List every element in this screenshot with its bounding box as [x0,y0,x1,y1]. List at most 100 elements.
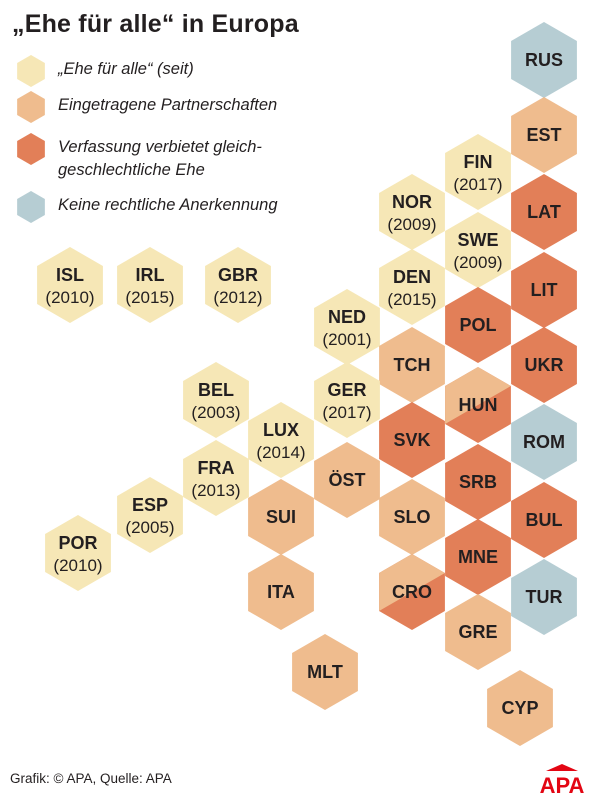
hex-shape [45,515,111,591]
country-code: CRO [392,582,432,602]
country-code: SLO [393,507,430,527]
legend-hex [17,55,45,87]
country-hex-fin: FIN (2017) [445,134,511,210]
country-code: HUN [459,395,498,415]
country-year: (2010) [53,556,102,575]
legend-label-line: „Ehe für alle“ (seit) [58,60,194,78]
country-code: RUS [525,50,563,70]
legend-swatch-partnership [17,91,45,123]
country-hex-mlt: MLT [292,634,358,710]
legend-label-line: Keine rechtliche Anerkennung [58,196,278,214]
legend-hex [17,91,45,123]
legend-swatch-ban [17,133,45,165]
country-hex-rom: ROM [511,404,577,480]
country-year: (2017) [322,403,371,422]
country-hex-nor: NOR (2009) [379,174,445,250]
apa-logo-roof [546,764,578,771]
hex-shape [205,247,271,323]
country-code: LIT [531,280,558,300]
country-year: (2013) [191,481,240,500]
country-code: IRL [136,265,165,285]
country-code: MLT [307,662,343,682]
hex-shape [37,247,103,323]
country-year: (2015) [387,290,436,309]
country-hex-irl: IRL (2015) [117,247,183,323]
country-code: POL [459,315,496,335]
country-hex-est: EST [511,97,577,173]
hex-shape [248,479,314,555]
country-hex-öst: ÖST [314,442,380,518]
country-code: EST [526,125,561,145]
hex-shape [379,249,445,325]
country-code: LAT [527,202,561,222]
country-hex-lat: LAT [511,174,577,250]
hex-shape [511,22,577,98]
country-code: FRA [198,458,235,478]
hex-shape [292,634,358,710]
country-code: LUX [263,420,299,440]
hex-shape [511,174,577,250]
hex-shape [445,287,511,363]
country-hex-pol: POL [445,287,511,363]
country-hex-bel: BEL (2003) [183,362,249,438]
country-hex-sui: SUI [248,479,314,555]
legend-label-line: Verfassung verbietet gleich- [58,138,262,156]
hex-shape [511,559,577,635]
country-hex-cyp: CYP [487,670,553,746]
country-year: (2012) [213,288,262,307]
country-code: MNE [458,547,498,567]
hex-shape [314,362,380,438]
country-code: ITA [267,582,295,602]
country-hex-ukr: UKR [511,327,577,403]
country-hex-svk: SVK [379,402,445,478]
legend-label: Keine rechtliche Anerkennung [58,194,278,217]
country-year: (2010) [45,288,94,307]
apa-logo-text: APA [540,773,585,794]
country-code: TCH [394,355,431,375]
hex-shape [487,670,553,746]
country-hex-gre: GRE [445,594,511,670]
hex-shape [314,442,380,518]
hex-shape [445,134,511,210]
country-code: UKR [525,355,564,375]
country-code: CYP [501,698,538,718]
hex-shape [248,554,314,630]
country-hex-isl: ISL (2010) [37,247,103,323]
hex-shape [379,402,445,478]
legend-label: „Ehe für alle“ (seit) [58,58,194,81]
legend-label: Verfassung verbietet gleich-geschlechtli… [58,136,262,182]
country-hex-rus: RUS [511,22,577,98]
country-code: NOR [392,192,432,212]
country-year: (2014) [256,443,305,462]
hex-shape [445,444,511,520]
country-hex-tur: TUR [511,559,577,635]
country-year: (2001) [322,330,371,349]
country-hex-tch: TCH [379,327,445,403]
legend-swatch-marriage [17,55,45,87]
country-code: FIN [464,152,493,172]
country-hex-gbr: GBR (2012) [205,247,271,323]
country-hex-bul: BUL [511,482,577,558]
country-hex-por: POR (2010) [45,515,111,591]
source-credit: Grafik: © APA, Quelle: APA [10,771,172,786]
country-code: NED [328,307,366,327]
hex-shape [248,402,314,478]
country-hex-mne: MNE [445,519,511,595]
country-code: ÖST [328,470,365,490]
country-year: (2005) [125,518,174,537]
country-code: ESP [132,495,168,515]
hex-shape [445,212,511,288]
country-hex-fra: FRA (2013) [183,440,249,516]
legend-swatch-none [17,191,45,223]
country-hex-esp: ESP (2005) [117,477,183,553]
country-code: GBR [218,265,258,285]
hex-shape [511,252,577,328]
country-code: GER [327,380,366,400]
hex-shape [511,404,577,480]
country-hex-lit: LIT [511,252,577,328]
hex-shape [183,440,249,516]
country-code: ISL [56,265,84,285]
country-year: (2009) [453,253,502,272]
country-code: BUL [526,510,563,530]
hex-shape [511,327,577,403]
